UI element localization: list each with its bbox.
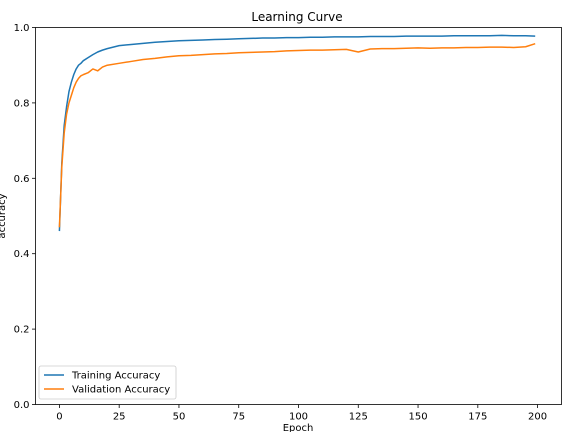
y-tick-label: 0.6 [14, 174, 30, 185]
legend-box [38, 365, 177, 400]
x-tick-label: 200 [528, 412, 547, 423]
y-tick-label: 0.0 [14, 400, 30, 411]
y-tick-label: 1.0 [14, 23, 30, 34]
legend-label-validation: Validation Accuracy [72, 385, 170, 396]
legend: Training Accuracy Validation Accuracy [38, 365, 177, 400]
y-tick-label: 0.4 [14, 249, 30, 260]
x-tick-label: 175 [468, 412, 487, 423]
x-tick-label: 150 [408, 412, 427, 423]
legend-label-training: Training Accuracy [71, 371, 160, 382]
chart-title: Learning Curve [251, 10, 342, 24]
x-axis-label: Epoch [283, 423, 314, 432]
x-tick-label: 100 [289, 412, 308, 423]
plot-lines [58, 34, 536, 232]
series-line-1 [58, 42, 536, 228]
plot-frame [35, 27, 562, 405]
y-axis-ticks: 0.0 0.2 0.4 0.6 0.8 1.0 [14, 23, 36, 411]
x-tick-label: 50 [173, 412, 186, 423]
x-tick-label: 0 [56, 412, 62, 423]
x-tick-label: 25 [113, 412, 126, 423]
x-tick-label: 75 [232, 412, 245, 423]
y-axis-label: accuracy [0, 193, 8, 238]
y-tick-label: 0.2 [14, 325, 30, 336]
x-axis-ticks: 0 25 50 75 100 125 150 175 200 [56, 404, 547, 423]
series-line-0 [58, 34, 536, 232]
x-tick-label: 125 [349, 412, 368, 423]
y-tick-label: 0.8 [14, 98, 30, 109]
